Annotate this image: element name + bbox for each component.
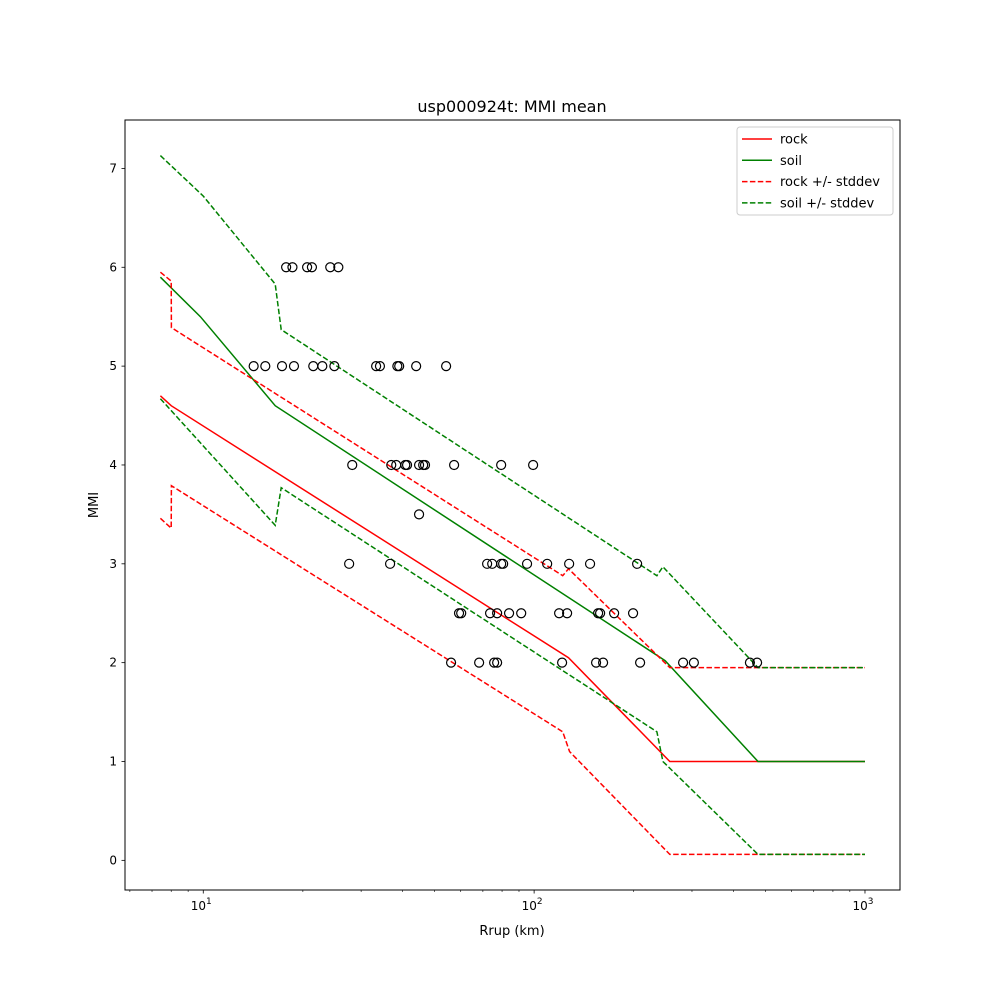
observation-point [276, 361, 288, 372]
observation-point [281, 262, 292, 273]
chart-title: usp000924t: MMI mean [417, 97, 606, 116]
observation-point [413, 509, 425, 520]
legend-label: soil +/- stddev [780, 196, 875, 211]
legend: rock soil rock +/- stddev soil +/- stddev [736, 126, 894, 216]
legend-label: soil [780, 154, 802, 169]
observation-point [562, 608, 573, 619]
y-tick-label: 5 [109, 359, 117, 373]
observation-point [496, 459, 507, 471]
observation-point [288, 361, 300, 372]
observation-point [584, 558, 596, 569]
observation-point [542, 558, 553, 569]
legend-box [736, 126, 894, 216]
observation-point [482, 558, 493, 569]
series-line-rock-stddev [159, 271, 865, 669]
observation-point [677, 657, 689, 668]
x-tick-label: 101 [191, 897, 212, 913]
y-tick-label: 3 [109, 557, 117, 571]
observation-point [489, 657, 500, 668]
observation-point [441, 361, 452, 372]
observation-point [688, 657, 699, 668]
y-axis-label: MMI [87, 492, 102, 518]
observation-point [474, 657, 485, 668]
observation-point [492, 657, 503, 668]
observation-point [632, 558, 643, 569]
observation-point [419, 459, 431, 471]
observation-point [386, 459, 397, 471]
x-tick-exponent: 2 [537, 897, 543, 907]
observation-point [456, 608, 467, 619]
y-axis: 0 1 2 3 4 5 6 7 [109, 161, 125, 867]
observation-point [627, 608, 639, 619]
observation-point [411, 361, 422, 372]
legend-label: rock +/- stddev [780, 175, 880, 190]
observation-point [394, 361, 405, 372]
observation-point [333, 262, 344, 273]
observation-point [401, 459, 413, 471]
series-line-rock [159, 395, 865, 763]
legend-label: rock [780, 133, 808, 148]
y-tick-label: 1 [109, 755, 117, 769]
observation-point [516, 608, 527, 619]
observation-point [260, 361, 271, 372]
x-tick-label: 103 [852, 897, 873, 913]
observation-point [317, 361, 328, 372]
observation-point [413, 459, 425, 471]
x-tick-exponent: 3 [868, 897, 874, 907]
x-tick-exponent: 1 [206, 897, 212, 907]
series-line-rock-stddev-lower [159, 484, 865, 856]
observation-point [344, 558, 355, 569]
observation-point [325, 262, 336, 273]
plot-area [159, 155, 865, 856]
observation-point [503, 608, 515, 619]
observation-point [248, 361, 259, 372]
observation-point [609, 608, 620, 619]
observation-point [744, 657, 756, 668]
observation-point [557, 657, 568, 668]
y-tick-label: 6 [109, 260, 117, 274]
x-tick-base: 10 [191, 899, 206, 913]
observation-point [445, 657, 457, 668]
observation-point [597, 657, 609, 668]
observation-point [590, 657, 602, 668]
x-tick-label: 102 [522, 897, 543, 913]
observation-point [595, 608, 606, 619]
y-tick-label: 2 [109, 656, 117, 670]
observation-point [564, 558, 575, 569]
x-axis-label: Rrup (km) [479, 924, 544, 939]
series-line-soil-stddev-lower [159, 398, 865, 856]
observation-point [306, 262, 318, 273]
x-tick-base: 10 [522, 899, 537, 913]
observation-point [347, 459, 358, 471]
observation-point [449, 459, 460, 471]
x-tick-base: 10 [852, 899, 867, 913]
observation-point [371, 361, 382, 372]
observation-point [384, 558, 396, 569]
axes-frame [124, 119, 901, 891]
observation-point [554, 608, 565, 619]
observation-point [287, 262, 298, 273]
observation-point [498, 558, 509, 569]
observation-point [374, 361, 386, 372]
observation-point [492, 608, 503, 619]
observation-point [521, 558, 533, 569]
series-line-soil-stddev [159, 155, 865, 669]
observation-point [484, 608, 496, 619]
observation-point [528, 459, 539, 471]
x-axis: 101 102 103 [129, 890, 873, 913]
observation-point [635, 657, 646, 668]
observation-point [752, 657, 763, 668]
y-tick-label: 0 [109, 853, 117, 867]
y-tick-label: 4 [109, 458, 117, 472]
series-line-soil [159, 276, 865, 763]
series-group [159, 155, 865, 856]
y-tick-label: 7 [109, 161, 117, 175]
observation-point [329, 361, 340, 372]
observation-point [302, 262, 313, 273]
